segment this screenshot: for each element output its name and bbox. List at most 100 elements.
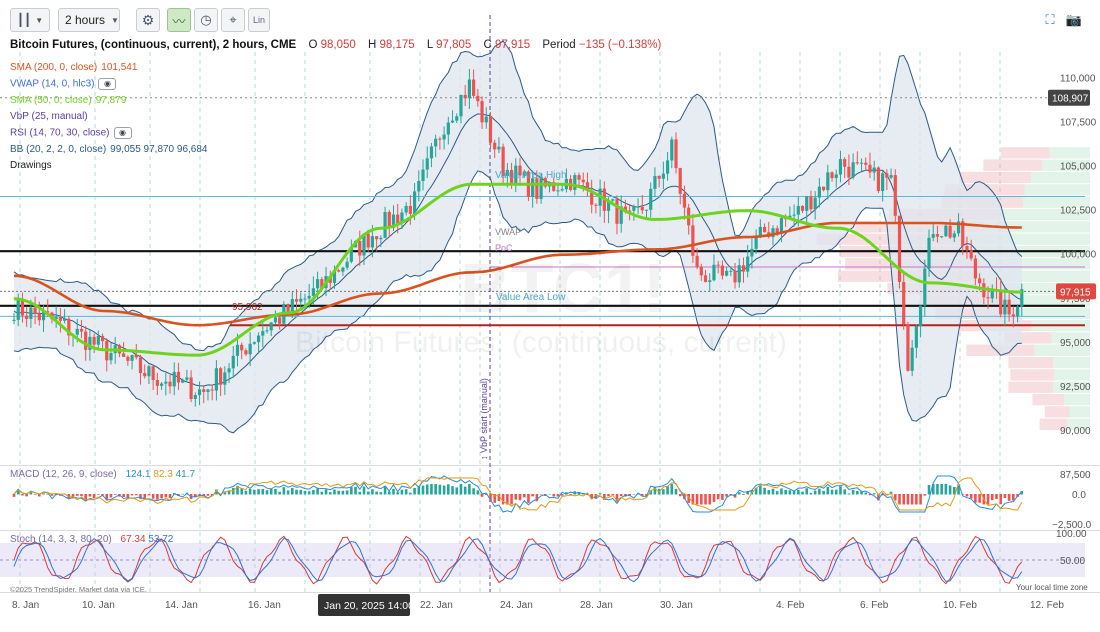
candle-body — [273, 317, 278, 323]
crosshair-button[interactable]: ⌖ — [221, 8, 245, 32]
macd-histogram-bar — [683, 494, 686, 500]
eye-icon[interactable]: ◉ — [113, 127, 132, 140]
candle-body — [67, 318, 71, 336]
macd-histogram-bar — [421, 485, 425, 495]
candle-body — [733, 270, 737, 283]
price-tick-label: 107,500 — [1060, 118, 1097, 129]
candle-body — [320, 279, 324, 289]
indicator-wave-icon: 〰 — [172, 13, 186, 29]
vbp-bar-buy — [1023, 196, 1090, 208]
macd-histogram-bar — [206, 494, 210, 496]
stoch-legend[interactable]: Stoch (14, 3, 3, 80, 20) 67.34 53.72 — [10, 534, 173, 545]
macd-histogram-bar — [877, 494, 880, 501]
vbp-bar-sell — [1044, 406, 1070, 418]
candle-body — [897, 215, 902, 282]
macd-histogram-bar — [409, 492, 412, 495]
time-tick-label: 6. Feb — [860, 600, 889, 611]
candle-body — [1011, 314, 1015, 317]
candle-body — [261, 331, 265, 336]
interval-select[interactable]: 2 hours ▼ — [58, 8, 120, 32]
macd-histogram-bar — [809, 492, 813, 495]
macd-histogram-bar — [147, 494, 151, 496]
candle-body — [902, 281, 906, 325]
clock-button[interactable]: ◷ — [194, 8, 218, 32]
value-area-low-label: Value Area Low — [496, 292, 566, 303]
candle-body — [1020, 289, 1024, 307]
candle-body — [864, 162, 868, 165]
time-tick-label: 10. Jan — [82, 600, 115, 611]
legend-value: 99,055 97,870 96,684 — [110, 143, 208, 155]
candle-body — [522, 171, 526, 176]
settings-button[interactable]: ⚙ — [136, 8, 160, 32]
candle-body — [965, 246, 969, 251]
macd-histogram-bar — [678, 494, 682, 497]
legend-row[interactable]: RSI (14, 70, 30, close) ◉ — [10, 127, 132, 140]
candle-body — [303, 298, 307, 300]
macd-histogram-bar — [299, 489, 303, 495]
legend-row[interactable]: BB (20, 2, 2, 0, close) 99,055 97,870 96,… — [10, 144, 208, 156]
macd-histogram-bar — [818, 488, 821, 495]
candle-body — [134, 354, 138, 358]
candle-body — [623, 206, 628, 211]
candle-body — [910, 347, 914, 371]
candle-body — [775, 228, 779, 233]
macd-histogram-bar — [240, 488, 243, 495]
candle-body — [375, 236, 379, 240]
macd-histogram-bar — [881, 494, 884, 496]
eye-icon[interactable]: ◉ — [98, 78, 117, 91]
annotations: BTC1!Bitcoin Futures, (continuous, curre… — [232, 170, 787, 460]
candle-body — [535, 178, 539, 199]
candle-body — [1007, 299, 1011, 315]
candle-body — [543, 178, 547, 187]
candle-body — [231, 355, 235, 369]
macd-legend[interactable]: MACD (12, 26, 9, close) 124.1 82.3 41.7 — [10, 469, 195, 480]
candle-body — [754, 237, 758, 249]
legend-row[interactable]: SMA (50, 0, close) 97,879 — [10, 95, 126, 107]
fullscreen-button[interactable]: ⛶ — [1040, 8, 1060, 32]
clock-icon: ◷ — [200, 12, 212, 27]
macd-histogram-bar — [168, 494, 172, 499]
linear-scale-button[interactable]: Lin — [248, 8, 270, 32]
sma50-line — [13, 182, 1022, 357]
candle-body — [961, 221, 965, 247]
open-label: O — [308, 39, 318, 51]
macd-histogram-bar — [379, 492, 383, 495]
legend-row[interactable]: VbP (25, manual) — [10, 111, 88, 123]
macd-histogram-bar — [990, 494, 994, 501]
screenshot-button[interactable]: 📷 — [1064, 8, 1084, 32]
macd-histogram-bar — [291, 488, 294, 495]
macd-value-3: 41.7 — [175, 469, 196, 480]
candle-body — [665, 160, 670, 174]
macd-histogram-bar — [514, 494, 518, 500]
candle-body — [109, 353, 113, 361]
candle-body — [122, 353, 126, 357]
candle-body — [859, 162, 864, 164]
macd-histogram-bar — [1012, 494, 1015, 501]
legend-row[interactable]: VWAP (14, 0, hlc3) ◉ — [10, 78, 117, 91]
candle-body — [370, 236, 375, 248]
chart-type-button[interactable]: ┃┃ ▼ — [10, 8, 50, 32]
candle-body — [488, 116, 493, 143]
candle-body — [408, 205, 412, 214]
candle-body — [88, 336, 92, 350]
macd-histogram-bar — [38, 494, 41, 497]
candle-body — [708, 280, 712, 282]
indicator-toggle-button[interactable]: 〰 — [167, 8, 191, 32]
macd-histogram-bar — [261, 488, 265, 495]
candle-body — [227, 368, 231, 373]
macd-histogram-bar — [307, 491, 311, 495]
macd-histogram-bar — [771, 488, 775, 495]
macd-histogram-bar — [476, 490, 480, 495]
macd-histogram-bar — [383, 486, 387, 495]
macd-histogram-bar — [856, 491, 859, 495]
legend-row[interactable]: SMA (200, 0, close) 101,541 — [10, 62, 137, 74]
candle-body — [670, 139, 674, 161]
macd-histogram-bar — [603, 494, 606, 500]
macd-histogram-bar — [227, 490, 231, 495]
legend-row[interactable]: Drawings — [10, 160, 52, 172]
scale-label: Lin — [252, 15, 265, 25]
macd-histogram-bar — [843, 489, 846, 495]
macd-histogram-bar — [565, 492, 568, 495]
candle-body — [349, 247, 353, 262]
